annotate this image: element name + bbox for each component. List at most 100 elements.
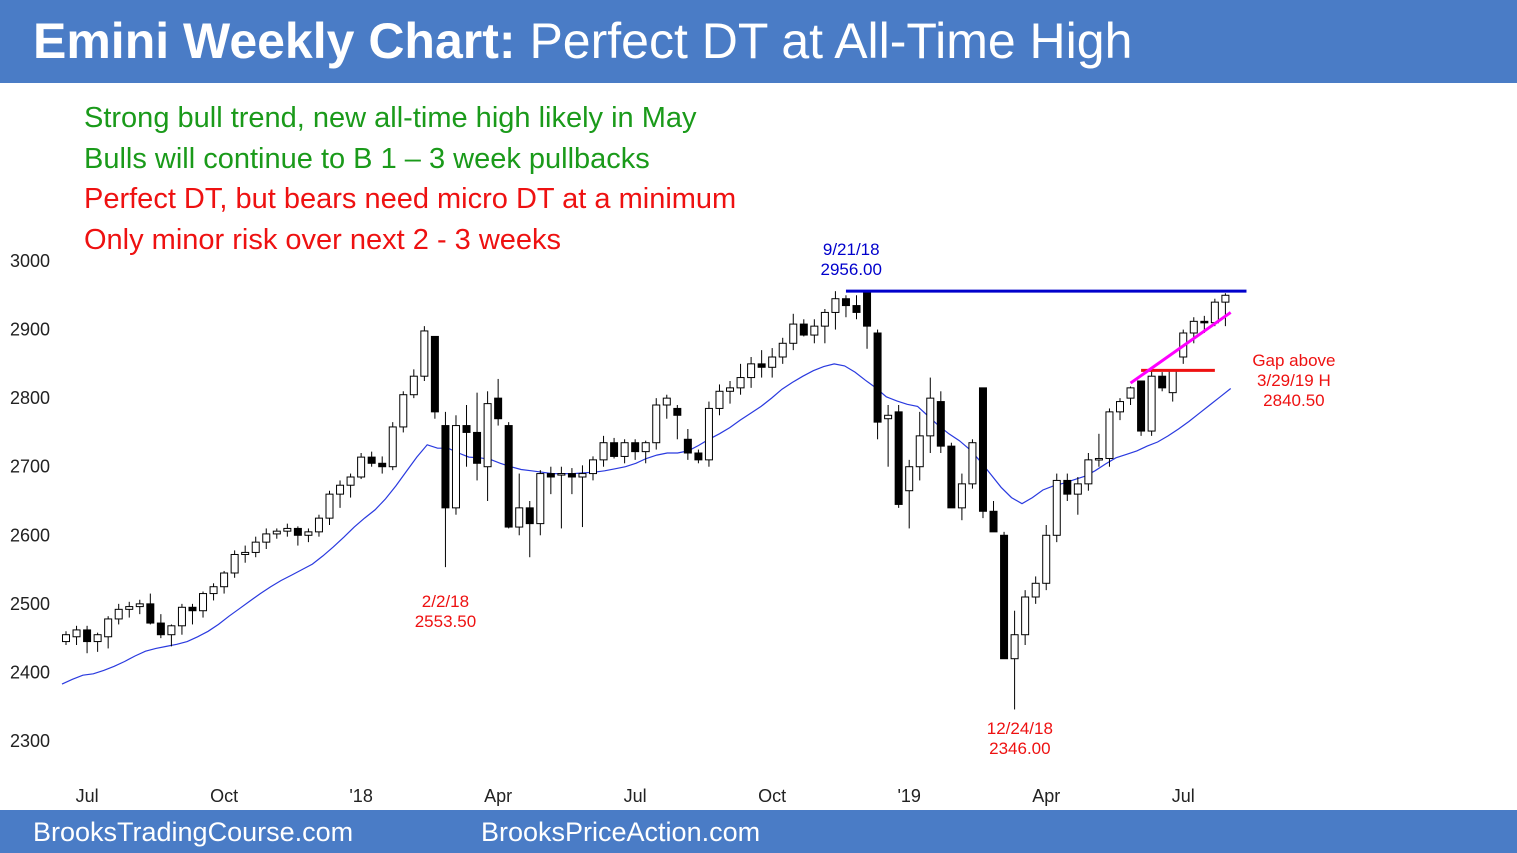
candle-body [525,507,534,525]
candle-body [378,462,387,468]
candle-body [72,629,81,638]
candle-body [114,608,123,620]
x-tick-label: '18 [349,786,372,806]
note-4: Only minor risk over next 2 - 3 weeks [84,223,562,256]
candle-body [641,442,650,453]
candle-body [177,606,186,627]
candle-body [367,456,376,464]
candle-body [894,411,903,505]
x-tick-label: Jul [1172,786,1195,806]
candle-body [1021,596,1030,636]
candle-body [1210,301,1219,324]
annotation-label: 3/29/19 H [1257,371,1331,390]
candle-body [483,403,492,468]
candle-body [747,363,756,379]
candle-body [230,553,239,574]
y-tick-label: 2300 [10,731,50,751]
annotation-label: 2346.00 [989,739,1050,758]
candle-body [1073,483,1082,495]
trend-line [1129,311,1232,385]
candle-body [820,311,829,327]
candle-body [188,606,197,612]
x-tick-label: Jul [76,786,99,806]
candle-body [1189,320,1198,334]
candle-body [1084,459,1093,485]
candle-body [557,473,566,476]
candle-body [947,445,956,509]
y-tick-label: 2900 [10,320,50,340]
candle-body [262,533,271,543]
candle-body [441,425,450,509]
x-tick-label: '19 [897,786,920,806]
candlestick-chart: 2300 2400 2500 2600 2700 2800 2900 3000 Jul Oct '1… [10,240,1336,806]
candle-body [652,404,661,444]
candle-body [304,531,313,536]
candle-body [146,603,155,624]
candle-body [789,323,798,344]
candle-body [1094,457,1103,461]
candle-body [1137,380,1146,432]
candle-body [873,332,882,423]
y-tick-label: 2700 [10,457,50,477]
candle-body [884,414,893,420]
x-tick-label: Oct [758,786,786,806]
candle-body [156,622,165,636]
y-tick-label: 2400 [10,662,50,682]
candle-body [104,618,113,638]
candle-body [599,442,608,461]
candle-body [1105,411,1114,459]
x-tick-label: Apr [484,786,512,806]
candle-body [220,572,229,588]
candle-body [325,493,334,519]
candle-body [504,425,513,528]
candle-body [451,425,460,509]
title-bar: Emini Weekly Chart: Perfect DT at All-Ti… [0,0,1517,83]
candle-body [93,634,102,643]
candle-body [841,298,850,307]
candle-body [778,342,787,358]
chart-title-bold: Emini Weekly Chart: [33,13,516,69]
candle-body [810,325,819,336]
candle-body [125,606,134,610]
candle-body [989,510,998,533]
candle-body [399,394,408,428]
candle-body [620,442,629,457]
candle-body [167,625,176,636]
annotation-label: 2553.50 [415,612,476,631]
candle-body [957,483,966,509]
candle-body [1221,294,1230,303]
candle-body [1158,375,1167,389]
candle-body [726,387,735,392]
candle-body [968,442,977,485]
candle-body [863,291,872,327]
candle-body [314,517,323,533]
candle-body [905,466,914,492]
candle-body [135,603,144,608]
candle-body [799,323,808,336]
candle-body [1168,370,1177,394]
candle-body [272,530,281,535]
candle-body [673,407,682,416]
candle-body [241,551,250,555]
note-1: Strong bull trend, new all-time high lik… [84,102,697,134]
note-3: Perfect DT, but bears need micro DT at a… [84,183,737,215]
candle-body [1063,479,1072,495]
candle-body [346,476,355,486]
candle-body [357,456,366,478]
annotation-label: Gap above [1252,351,1335,370]
x-tick-label: Jul [624,786,647,806]
candle-body [610,442,619,457]
candle-body [915,435,924,468]
candle-body [936,401,945,447]
candle-body [199,593,208,612]
chart-title: Emini Weekly Chart: Perfect DT at All-Ti… [33,10,1132,72]
note-2: Bulls will continue to B 1 – 3 week pull… [84,142,650,175]
candle-body [1000,534,1009,660]
candle-body [1147,375,1156,432]
candle-body [852,305,861,313]
candle-body [578,473,587,478]
candle-body [209,586,218,595]
candle-body [567,473,576,478]
x-tick-label: Apr [1032,786,1060,806]
moving-average-line [61,363,1232,685]
